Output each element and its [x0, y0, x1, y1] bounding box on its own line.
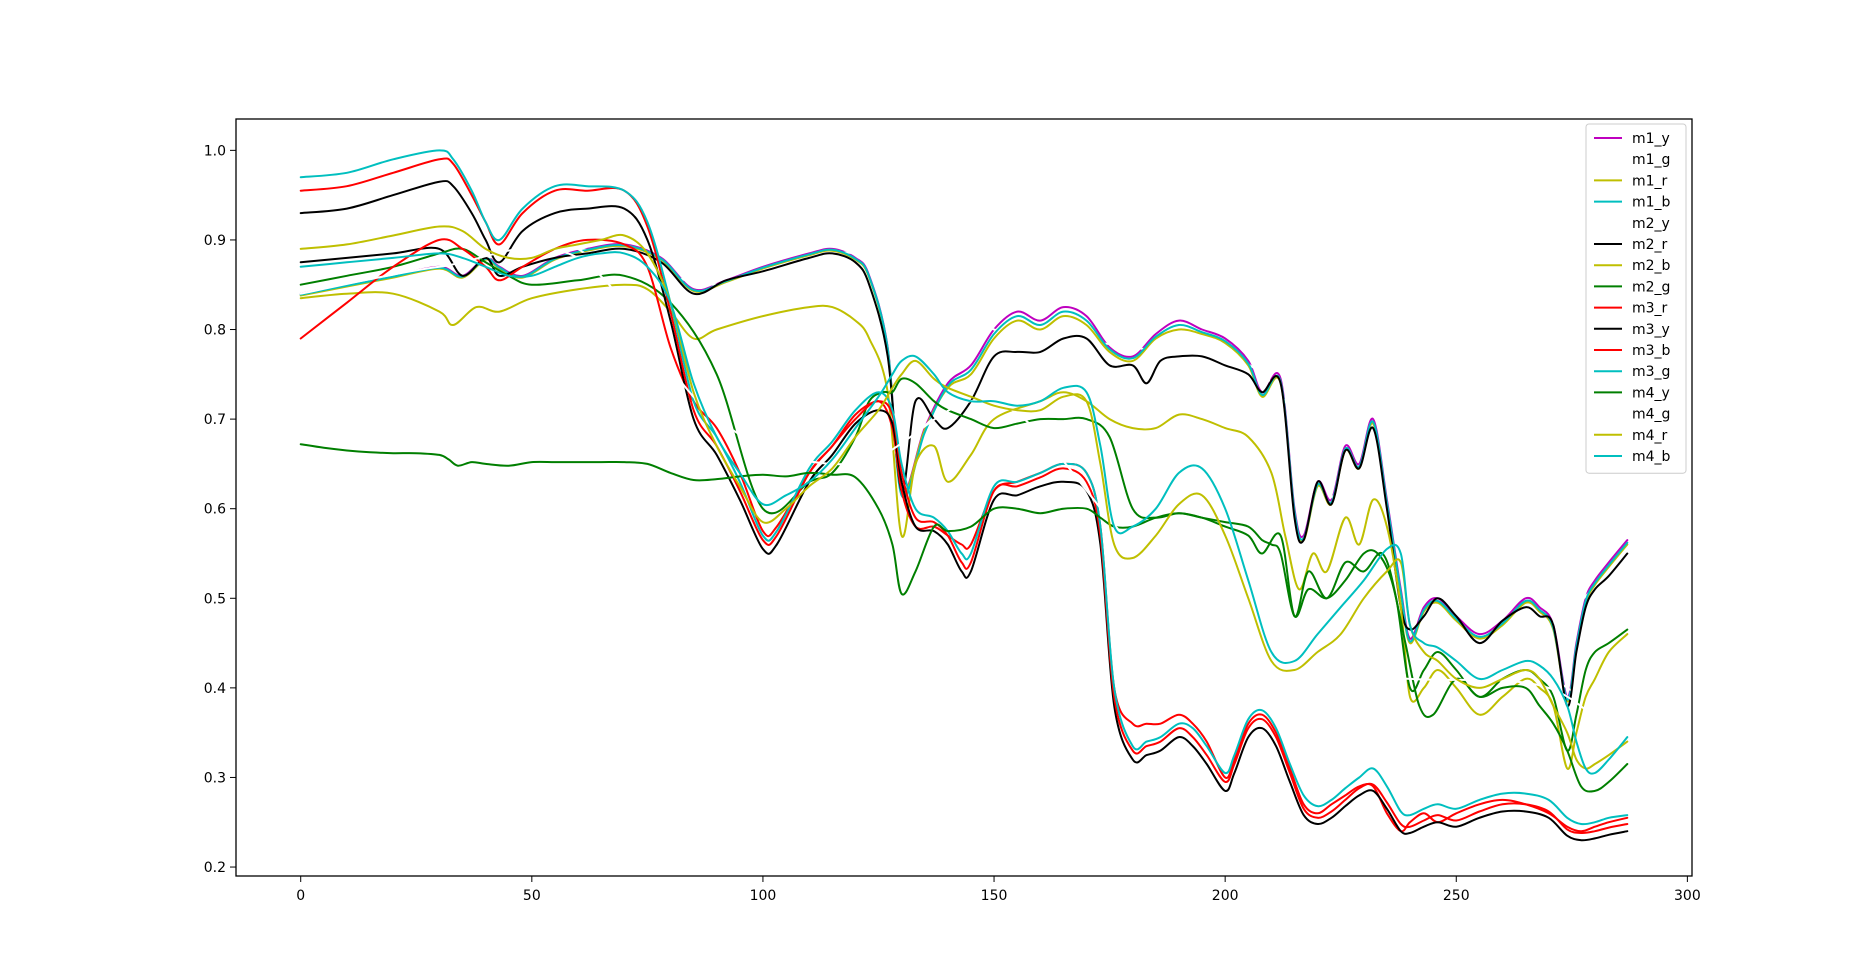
- legend-label-m3_g: m3_g: [1632, 364, 1670, 380]
- x-tick-label: 0: [296, 888, 305, 904]
- legend-label-m3_r: m3_r: [1632, 301, 1668, 317]
- legend-label-m2_g: m2_g: [1632, 279, 1670, 295]
- series-line-m4_r: [299, 225, 1629, 770]
- legend-label-m1_g: m1_g: [1632, 152, 1670, 168]
- x-tick-label: 300: [1674, 888, 1701, 904]
- series-line-m3_y: [299, 180, 1629, 842]
- y-tick-label: 0.2: [204, 860, 226, 876]
- y-tick-label: 0.7: [204, 412, 226, 428]
- y-tick-label: 1.0: [204, 143, 226, 159]
- x-tick-label: 150: [981, 888, 1008, 904]
- legend-label-m3_y: m3_y: [1632, 322, 1670, 338]
- legend-label-m2_b: m2_b: [1632, 258, 1671, 274]
- x-axis-ticks: 0 50 100 150 200 250 300: [296, 876, 1701, 904]
- legend-box: [1585, 123, 1687, 474]
- legend-label-m1_b: m1_b: [1632, 195, 1671, 211]
- legend-label-m3_b: m3_b: [1632, 343, 1671, 359]
- legend-label-m2_r: m2_r: [1632, 237, 1668, 253]
- x-tick-label: 250: [1443, 888, 1470, 904]
- legend-label-m1_r: m1_r: [1632, 173, 1668, 189]
- x-tick-label: 200: [1212, 888, 1239, 904]
- legend-label-m1_y: m1_y: [1632, 131, 1670, 147]
- x-tick-label: 100: [750, 888, 777, 904]
- legend-label-m4_r: m4_r: [1632, 428, 1668, 444]
- legend-label-m4_y: m4_y: [1632, 385, 1670, 401]
- y-axis-ticks: 0.2 0.3 0.4 0.5 0.6 0.7 0.8 0.9 1.0: [204, 143, 236, 876]
- legend-label-m4_b: m4_b: [1632, 449, 1671, 465]
- y-tick-label: 0.6: [204, 502, 226, 518]
- y-tick-label: 0.5: [204, 591, 226, 607]
- series-line-m4_b: [299, 251, 1629, 775]
- series-line-m4_y: [299, 443, 1629, 793]
- y-tick-label: 0.9: [204, 233, 226, 249]
- series-line-m1_b: [299, 243, 1629, 701]
- y-tick-label: 0.4: [204, 681, 226, 697]
- plot-lines: [299, 149, 1629, 842]
- legend-label-m2_y: m2_y: [1632, 216, 1670, 232]
- series-line-m3_b: [299, 157, 1629, 835]
- legend: m1_y m1_g m1_r m1_b m2_y m2_r m2_b m2_g m3_r m3_y…: [1585, 123, 1687, 474]
- x-tick-label: 50: [523, 888, 541, 904]
- y-tick-label: 0.3: [204, 770, 226, 786]
- legend-label-m4_g: m4_g: [1632, 407, 1670, 423]
- series-line-m2_b: [299, 283, 1629, 770]
- y-tick-label: 0.8: [204, 323, 226, 339]
- series-line-m3_g: [299, 149, 1629, 826]
- axes-frame: [235, 118, 1693, 877]
